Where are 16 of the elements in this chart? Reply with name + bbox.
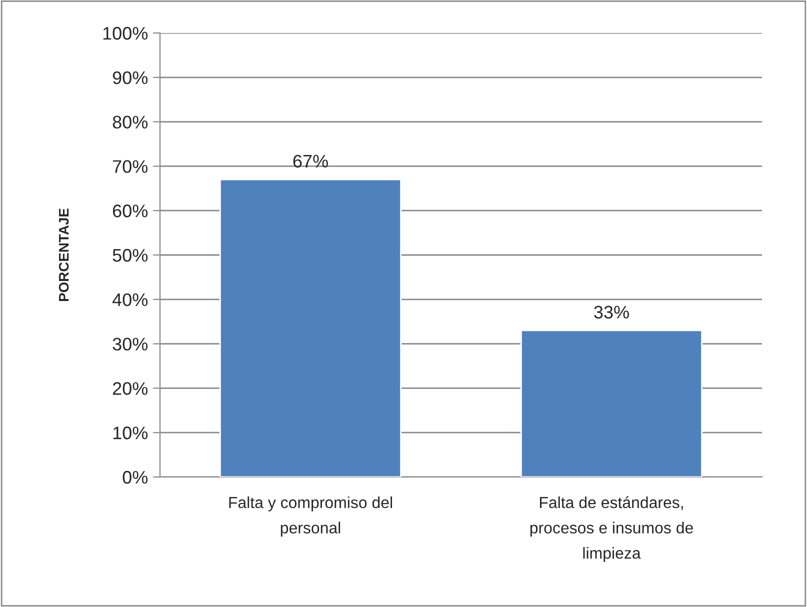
y-tick-label: 0% [122,470,148,484]
y-tick-label: 80% [112,116,148,129]
y-tick-label: 50% [112,248,148,262]
y-tick-label: 10% [113,426,148,440]
y-tick-label: 20% [112,382,148,395]
y-tick-label: 40% [112,293,148,306]
data-label: 33% [594,306,629,319]
y-axis-title: PORCENTAJE [58,208,69,302]
y-tick-label: 60% [112,204,148,218]
x-tick-label: Falta de estándares, procesos e insumos de limpieza [530,496,693,562]
y-tick-label: 30% [112,338,148,351]
y-tick-label: 70% [112,160,148,173]
x-tick-label: Falta y compromiso del personal [229,496,392,537]
y-tick-label: 100% [103,26,148,40]
data-label: 67% [293,154,328,168]
y-tick-label: 90% [112,71,148,84]
